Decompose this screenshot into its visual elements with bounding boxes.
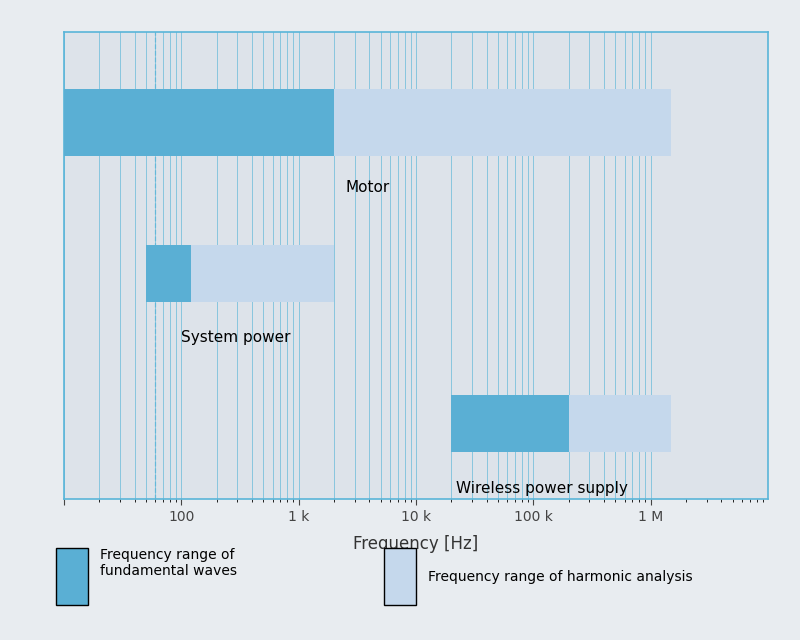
Text: Frequency range of harmonic analysis: Frequency range of harmonic analysis — [428, 570, 693, 584]
FancyBboxPatch shape — [56, 548, 88, 605]
Text: System power: System power — [182, 330, 291, 346]
FancyBboxPatch shape — [384, 548, 416, 605]
Text: Motor: Motor — [346, 180, 390, 195]
X-axis label: Frequency [Hz]: Frequency [Hz] — [354, 535, 478, 553]
Text: Wireless power supply: Wireless power supply — [456, 481, 628, 496]
Text: Frequency range of
fundamental waves: Frequency range of fundamental waves — [100, 548, 237, 578]
